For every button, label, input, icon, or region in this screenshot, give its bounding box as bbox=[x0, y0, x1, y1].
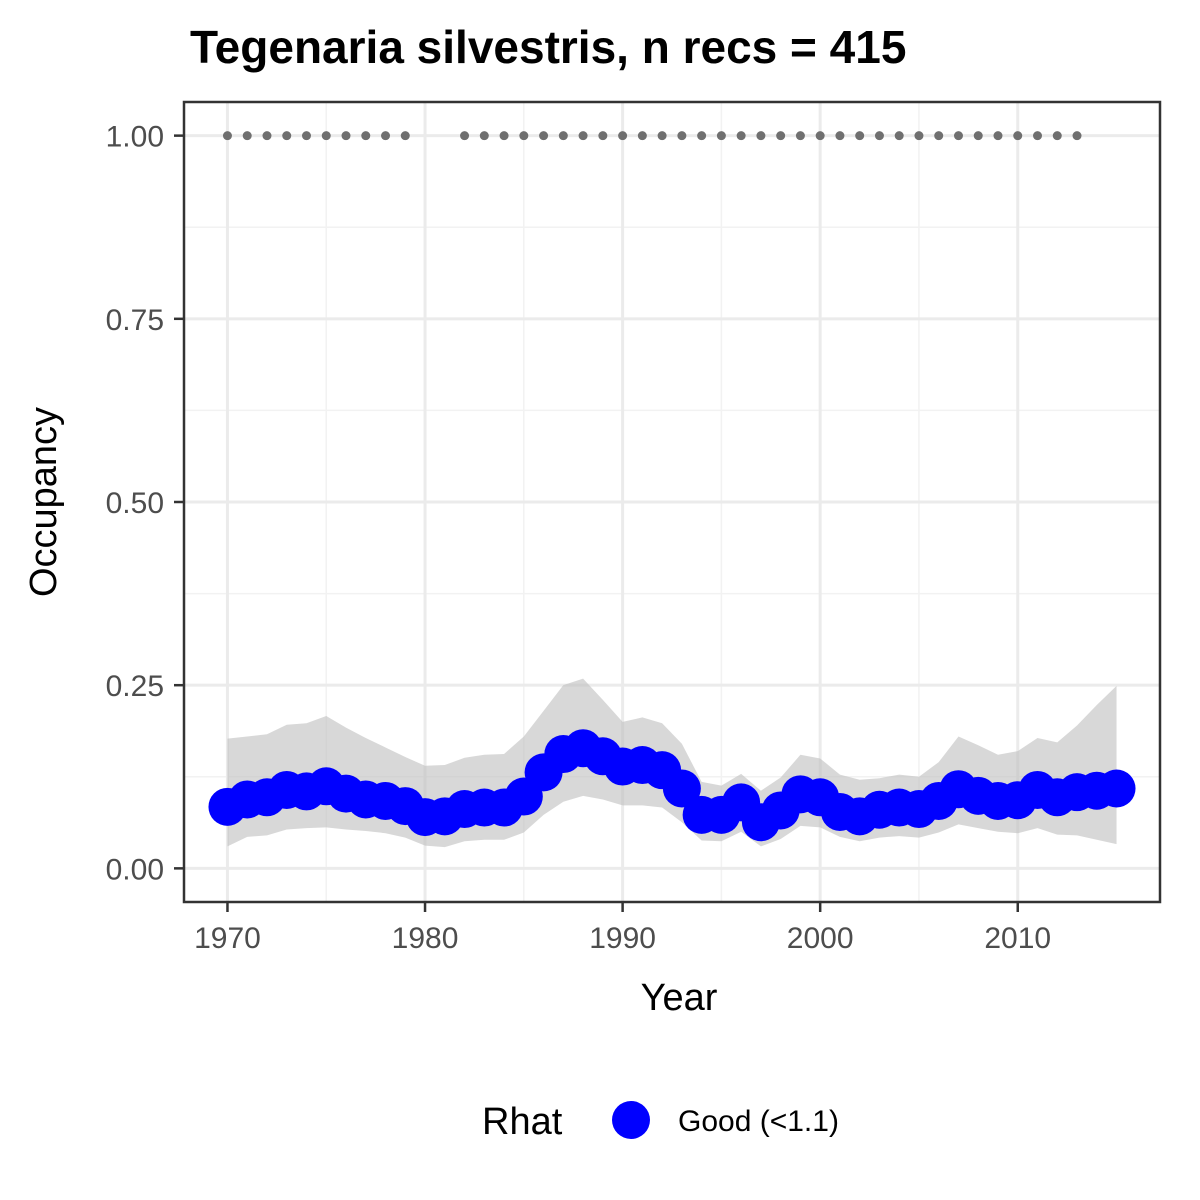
record-year-point bbox=[618, 131, 628, 141]
record-year-point bbox=[795, 131, 805, 141]
y-tick-label: 0.50 bbox=[106, 487, 164, 520]
record-year-point bbox=[381, 131, 391, 141]
record-year-point bbox=[460, 131, 470, 141]
record-year-point bbox=[341, 131, 351, 141]
record-year-point bbox=[993, 131, 1003, 141]
record-year-point bbox=[914, 131, 924, 141]
x-axis-title: Year bbox=[641, 977, 718, 1019]
y-tick-label: 0.00 bbox=[106, 853, 164, 886]
record-year-point bbox=[677, 131, 687, 141]
record-year-point bbox=[282, 131, 292, 141]
record-year-point bbox=[400, 131, 410, 141]
y-axis-title: Occupancy bbox=[23, 407, 65, 597]
record-year-point bbox=[558, 131, 568, 141]
record-year-point bbox=[361, 131, 371, 141]
x-tick-label: 1970 bbox=[194, 922, 261, 955]
x-tick-label: 2010 bbox=[984, 922, 1051, 955]
x-tick-label: 1980 bbox=[392, 922, 459, 955]
record-year-point bbox=[539, 131, 549, 141]
record-year-point bbox=[598, 131, 608, 141]
record-year-point bbox=[953, 131, 963, 141]
record-year-point bbox=[321, 131, 331, 141]
y-tick-label: 0.25 bbox=[106, 670, 164, 703]
record-year-point bbox=[894, 131, 904, 141]
occupancy-point bbox=[662, 769, 701, 808]
record-year-point bbox=[756, 131, 766, 141]
legend-label-good: Good (<1.1) bbox=[678, 1105, 839, 1138]
legend-key-good bbox=[612, 1101, 650, 1139]
record-year-point bbox=[815, 131, 825, 141]
y-tick-label: 0.75 bbox=[106, 304, 164, 337]
record-year-point bbox=[736, 131, 746, 141]
record-year-point bbox=[855, 131, 865, 141]
record-year-point bbox=[519, 131, 529, 141]
record-year-point bbox=[1013, 131, 1023, 141]
record-year-dots bbox=[222, 131, 1082, 141]
record-year-point bbox=[874, 131, 884, 141]
record-year-point bbox=[1072, 131, 1082, 141]
record-year-point bbox=[222, 131, 232, 141]
legend-title: Rhat bbox=[482, 1101, 563, 1143]
record-year-point bbox=[716, 131, 726, 141]
x-axis: 1970 1980 1990 2000 2010 bbox=[194, 902, 1051, 955]
record-year-point bbox=[657, 131, 667, 141]
y-tick-label: 1.00 bbox=[106, 121, 164, 154]
record-year-point bbox=[934, 131, 944, 141]
occupancy-mean-series bbox=[208, 729, 1136, 842]
chart-title: Tegenaria silvestris, n recs = 415 bbox=[190, 21, 906, 73]
record-year-point bbox=[301, 131, 311, 141]
record-year-point bbox=[835, 131, 845, 141]
record-year-point bbox=[697, 131, 707, 141]
record-year-point bbox=[499, 131, 509, 141]
record-year-point bbox=[776, 131, 786, 141]
record-year-point bbox=[578, 131, 588, 141]
y-axis: 0.00 0.25 0.50 0.75 1.00 bbox=[106, 121, 184, 886]
record-year-point bbox=[1033, 131, 1043, 141]
record-year-point bbox=[637, 131, 647, 141]
record-year-point bbox=[479, 131, 489, 141]
record-year-point bbox=[973, 131, 983, 141]
x-tick-label: 1990 bbox=[589, 922, 656, 955]
x-tick-label: 2000 bbox=[787, 922, 854, 955]
legend: Rhat Good (<1.1) bbox=[482, 1101, 839, 1143]
record-year-point bbox=[242, 131, 252, 141]
record-year-point bbox=[262, 131, 272, 141]
occupancy-point bbox=[1097, 769, 1136, 808]
record-year-point bbox=[1052, 131, 1062, 141]
